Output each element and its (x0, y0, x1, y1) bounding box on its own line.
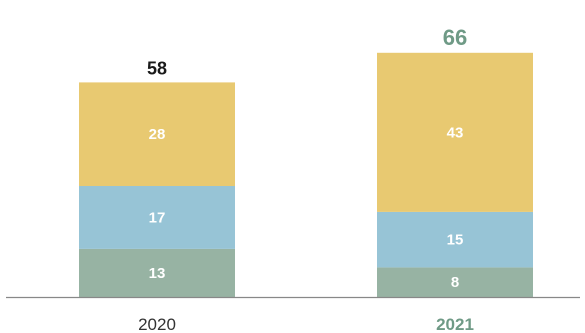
category-label-group: 2020 2021 (138, 315, 474, 333)
bar-segment (377, 267, 533, 297)
segment-value-label: 8 (451, 274, 459, 291)
bar-group (79, 52, 533, 297)
segment-label-group: 13 17 28 8 15 43 (149, 124, 464, 291)
bar-segment (79, 82, 235, 186)
bar-total-label: 58 (147, 58, 167, 78)
segment-value-label: 43 (447, 124, 464, 141)
bar-segment (79, 186, 235, 249)
bar-segment (377, 52, 533, 212)
segment-value-label: 15 (447, 232, 464, 249)
category-tick-label: 2020 (138, 315, 176, 333)
segment-value-label: 17 (149, 209, 166, 226)
segment-value-label: 28 (149, 126, 166, 143)
category-tick-label: 2021 (436, 315, 474, 333)
bar-segment (79, 248, 235, 297)
bar-total-label: 66 (443, 25, 467, 50)
total-label-group: 58 66 (147, 25, 467, 79)
segment-value-label: 13 (149, 265, 166, 282)
bar-segment (377, 211, 533, 268)
